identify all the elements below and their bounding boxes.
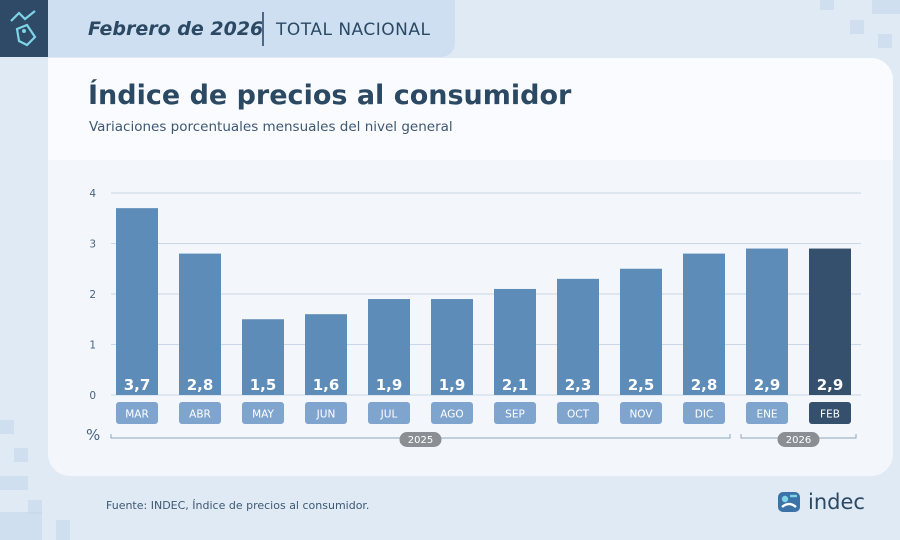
bar-dic	[683, 253, 725, 395]
year-pill	[399, 432, 442, 447]
category-label: JUL	[380, 409, 398, 421]
value-label: 2,5	[628, 376, 655, 394]
category-label: DIC	[695, 409, 714, 421]
category-label: JUN	[316, 409, 336, 421]
y-axis-unit: %	[86, 426, 100, 444]
category-label: NOV	[629, 409, 653, 421]
category-pill	[557, 402, 599, 424]
value-label: 2,8	[187, 376, 214, 394]
value-label: 2,9	[754, 376, 781, 394]
bar-feb	[809, 248, 851, 395]
bar-jun	[305, 314, 347, 395]
y-tick-label: 0	[89, 390, 96, 402]
bar-nov	[620, 268, 662, 395]
y-tick-label: 4	[89, 188, 96, 200]
bar-oct	[557, 278, 599, 395]
card-header: Índice de precios al consumidor Variacio…	[48, 58, 893, 160]
bar-ene	[746, 248, 788, 395]
value-label: 2,1	[502, 376, 529, 394]
price-tag-icon	[0, 0, 48, 57]
value-label: 1,5	[250, 376, 277, 394]
category-label: SEP	[505, 409, 525, 421]
header-divider	[262, 12, 264, 46]
category-pill	[809, 402, 851, 424]
scope-label: TOTAL NACIONAL	[276, 20, 431, 40]
bar-jul	[368, 299, 410, 395]
bar-abr	[179, 253, 221, 395]
category-label: OCT	[567, 409, 590, 421]
category-pill	[683, 402, 725, 424]
year-label: 2025	[408, 435, 433, 446]
category-label: ENE	[756, 409, 777, 421]
indec-logo-icon	[778, 492, 800, 512]
value-label: 1,9	[439, 376, 466, 394]
brand-name: indec	[808, 490, 865, 514]
category-pill	[494, 402, 536, 424]
chart-subtitle: Variaciones porcentuales mensuales del n…	[89, 119, 453, 135]
value-label: 2,9	[817, 376, 844, 394]
chart-title: Índice de precios al consumidor	[88, 80, 572, 111]
category-label: MAY	[252, 409, 274, 421]
category-pill	[242, 402, 284, 424]
value-label: 3,7	[124, 376, 151, 394]
year-label: 2026	[786, 435, 811, 446]
category-label: MAR	[125, 409, 149, 421]
category-pill	[179, 402, 221, 424]
category-pill	[305, 402, 347, 424]
bar-mar	[116, 208, 158, 395]
bar-may	[242, 319, 284, 395]
year-pill	[777, 432, 820, 447]
category-label: FEB	[820, 409, 840, 421]
category-label: ABR	[189, 409, 211, 421]
period-label: Febrero de 2026	[88, 18, 264, 40]
value-label: 1,9	[376, 376, 403, 394]
indec-logo: indec	[776, 489, 865, 515]
bar-ago	[431, 299, 473, 395]
bar-sep	[494, 288, 536, 395]
category-pill	[116, 402, 158, 424]
y-tick-label: 3	[89, 239, 96, 251]
header-bar: Febrero de 2026 TOTAL NACIONAL	[0, 0, 455, 57]
category-pill	[746, 402, 788, 424]
category-label: AGO	[440, 409, 463, 421]
value-label: 1,6	[313, 376, 340, 394]
y-tick-label: 1	[89, 340, 96, 352]
value-label: 2,8	[691, 376, 718, 394]
category-pill	[620, 402, 662, 424]
value-label: 2,3	[565, 376, 592, 394]
category-pill	[368, 402, 410, 424]
source-note: Fuente: INDEC, Índice de precios al cons…	[106, 499, 370, 512]
y-tick-label: 2	[89, 289, 96, 301]
category-pill	[431, 402, 473, 424]
